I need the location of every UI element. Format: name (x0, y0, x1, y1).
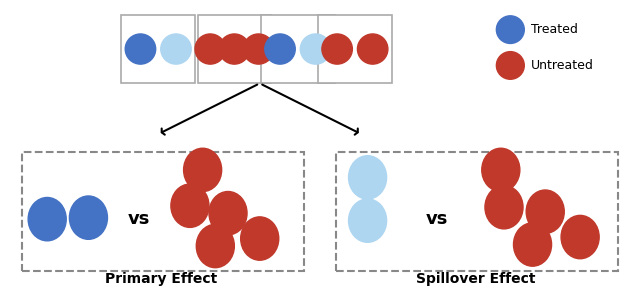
Ellipse shape (300, 34, 331, 64)
Ellipse shape (485, 185, 523, 229)
Bar (122, 15, 195, 83)
Ellipse shape (265, 34, 295, 64)
Ellipse shape (184, 148, 221, 192)
Bar (198, 15, 271, 83)
Ellipse shape (526, 190, 564, 233)
Ellipse shape (195, 34, 225, 64)
Ellipse shape (349, 156, 387, 199)
Ellipse shape (171, 184, 209, 227)
FancyBboxPatch shape (336, 152, 618, 271)
Ellipse shape (125, 34, 156, 64)
Text: vs: vs (128, 210, 150, 228)
Ellipse shape (561, 215, 599, 259)
Ellipse shape (243, 34, 274, 64)
Ellipse shape (219, 34, 250, 64)
Ellipse shape (482, 148, 520, 192)
Text: vs: vs (426, 210, 449, 228)
Ellipse shape (357, 34, 388, 64)
Ellipse shape (497, 16, 524, 43)
Bar (261, 15, 335, 83)
Ellipse shape (241, 217, 279, 260)
Ellipse shape (513, 223, 552, 266)
Ellipse shape (349, 199, 387, 242)
Text: Primary Effect: Primary Effect (105, 272, 218, 286)
FancyBboxPatch shape (22, 152, 304, 271)
Ellipse shape (497, 52, 524, 79)
Ellipse shape (161, 34, 191, 64)
Ellipse shape (69, 196, 108, 239)
Text: Treated: Treated (531, 23, 577, 36)
Ellipse shape (196, 224, 234, 268)
Bar (318, 15, 392, 83)
Text: Spillover Effect: Spillover Effect (416, 272, 535, 286)
Ellipse shape (28, 198, 66, 241)
Text: Untreated: Untreated (531, 59, 593, 72)
Ellipse shape (209, 192, 247, 235)
Ellipse shape (322, 34, 353, 64)
